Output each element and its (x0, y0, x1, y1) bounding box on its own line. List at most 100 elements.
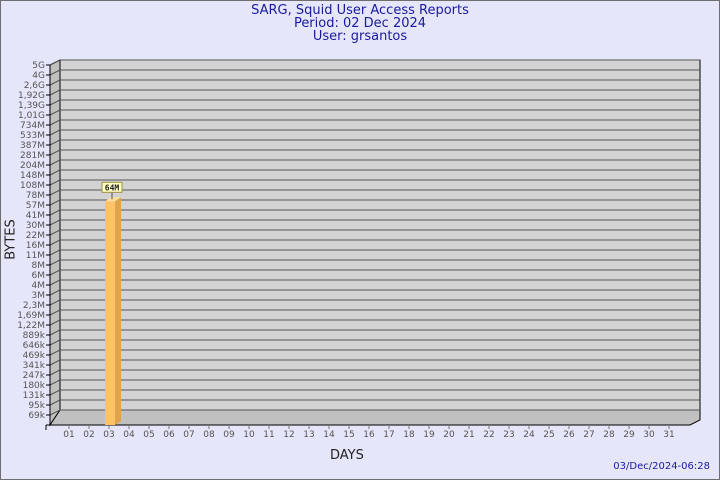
x-tick-label: 07 (183, 430, 194, 440)
gridline-depth (49, 149, 61, 156)
data-label: 64M (105, 183, 120, 192)
y-tick-label: 387M (20, 141, 45, 151)
gridline-depth (49, 59, 61, 66)
y-tick-label: 16M (26, 241, 45, 251)
x-tick-label: 04 (123, 430, 135, 440)
y-tick-label: 889k (23, 331, 46, 341)
gridline-depth (49, 279, 61, 286)
x-tick-label: 20 (443, 430, 455, 440)
gridline-depth (49, 209, 61, 216)
y-tick-label: 5G (32, 61, 45, 71)
x-tick-label: 22 (483, 430, 494, 440)
y-tick-label: 148M (20, 171, 45, 181)
chart-period: Period: 02 Dec 2024 (293, 16, 427, 31)
generated-timestamp: 03/Dec/2024-06:28 (613, 461, 710, 472)
y-tick-label: 57M (26, 201, 45, 211)
x-tick-label: 06 (163, 430, 175, 440)
y-tick-label: 41M (26, 211, 45, 221)
x-tick-label: 09 (223, 430, 235, 440)
x-tick-label: 14 (323, 430, 335, 440)
chart-title: SARG, Squid User Access Reports (251, 3, 469, 18)
y-axis-label: BYTES (3, 219, 19, 260)
gridline-depth (49, 99, 61, 106)
gridline-depth (49, 229, 61, 236)
x-tick-label: 27 (583, 430, 594, 440)
y-tick-label: 4G (32, 71, 45, 81)
gridline-depth (49, 379, 61, 386)
y-tick-label: 22M (26, 231, 45, 241)
y-tick-label: 1,92G (18, 91, 45, 101)
x-tick-label: 25 (543, 430, 554, 440)
y-tick-label: 11M (26, 251, 45, 261)
floor (49, 409, 701, 426)
x-tick-label: 30 (643, 430, 655, 440)
x-tick-label: 19 (423, 430, 435, 440)
y-tick-label: 6M (32, 271, 46, 281)
x-tick-label: 05 (143, 430, 154, 440)
y-tick-label: 108M (20, 181, 45, 191)
y-tick-label: 3M (32, 291, 46, 301)
gridline-depth (49, 109, 61, 116)
y-tick-label: 78M (26, 191, 45, 201)
bar-front-day-02 (105, 201, 115, 425)
gridline-depth (49, 89, 61, 96)
gridline-depth (49, 369, 61, 376)
back-wall (59, 59, 701, 411)
gridline-depth (49, 139, 61, 146)
y-tick-label: 341k (23, 361, 46, 371)
y-tick-label: 1,01G (18, 111, 45, 121)
x-tick-label: 10 (243, 430, 255, 440)
gridline-depth (49, 349, 61, 356)
gridline-depth (49, 179, 61, 186)
y-tick-label: 180k (23, 381, 46, 391)
gridline-depth (49, 319, 61, 326)
y-tick-label: 247k (23, 371, 46, 381)
y-tick-label: 69k (28, 411, 45, 421)
gridline-depth (49, 339, 61, 346)
gridline-depth (49, 259, 61, 266)
gridline-depth (49, 119, 61, 126)
x-tick-label: 24 (523, 430, 535, 440)
gridline-depth (49, 219, 61, 226)
x-tick-label: 03 (103, 430, 114, 440)
x-tick-label: 02 (83, 430, 94, 440)
y-tick-label: 2,3M (23, 301, 45, 311)
x-axis-label: DAYS (330, 448, 364, 463)
gridline-depth (49, 129, 61, 136)
x-tick-label: 21 (463, 430, 474, 440)
chart-user: User: grsantos (312, 29, 408, 44)
y-tick-label: 2,6G (24, 81, 45, 91)
y-tick-label: 1,39G (18, 101, 45, 111)
x-tick-label: 13 (303, 430, 314, 440)
gridline-depth (49, 299, 61, 306)
gridline-depth (49, 239, 61, 246)
y-tick-label: 1,69M (17, 311, 45, 321)
x-tick-label: 17 (383, 430, 394, 440)
y-tick-label: 469k (23, 351, 46, 361)
gridline-depth (49, 309, 61, 316)
x-tick-label: 18 (403, 430, 415, 440)
gridline-depth (49, 69, 61, 76)
x-tick-label: 16 (363, 430, 375, 440)
y-tick-label: 30M (26, 221, 45, 231)
y-tick-label: 8M (32, 261, 46, 271)
x-tick-label: 08 (203, 430, 215, 440)
x-tick-label: 01 (63, 430, 74, 440)
data-label-box (101, 181, 123, 193)
x-tick-label: 11 (263, 430, 274, 440)
gridline-depth (49, 199, 61, 206)
gridline-depth (49, 329, 61, 336)
x-tick-label: 29 (623, 430, 635, 440)
y-tick-label: 4M (32, 281, 46, 291)
gridline-depth (49, 399, 61, 406)
y-tick-label: 533M (20, 131, 45, 141)
y-tick-label: 734M (20, 121, 45, 131)
x-tick-label: 26 (563, 430, 575, 440)
gridline-depth (49, 169, 61, 176)
gridline-depth (49, 389, 61, 396)
bar-top-day-02 (105, 197, 121, 202)
gridline-depth (49, 79, 61, 86)
x-tick-label: 28 (603, 430, 615, 440)
x-tick-label: 23 (503, 430, 514, 440)
